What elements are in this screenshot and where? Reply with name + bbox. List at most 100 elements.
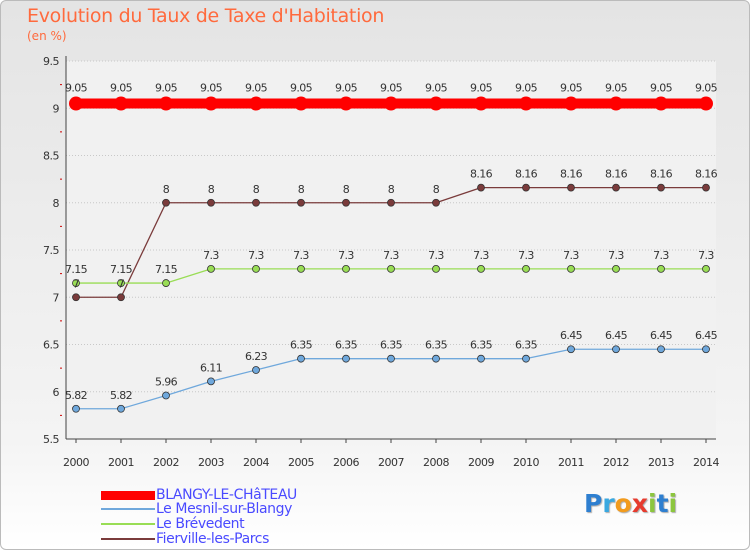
x-tick-label: 2006 [333,456,359,469]
data-label: 7.3 [473,249,489,262]
data-point [207,198,215,207]
legend-item: BLANGY-LE-CHâTEAU [101,487,297,503]
legend-swatch [101,538,155,540]
data-point [69,96,83,111]
data-point [474,96,488,111]
data-label: 7.15 [110,263,133,276]
x-tick-label: 2003 [198,456,224,469]
data-point [162,391,170,400]
data-label: 7.3 [383,249,399,262]
legend-label: Fierville-les-Parcs [156,531,269,547]
data-label: 6.45 [560,329,583,342]
data-point [342,198,350,207]
data-point [654,96,668,111]
data-point [612,183,620,192]
data-point [612,264,620,273]
legend-swatch [101,490,155,500]
data-label: 8 [208,183,215,196]
legend-swatch [101,523,155,525]
data-label: 7.3 [698,249,714,262]
y-tick-label: 7 [53,291,60,304]
data-point [432,198,440,207]
y-tick-label: 8.5 [43,150,59,163]
y-tick-label: 6.5 [43,339,59,352]
data-label: 9.05 [425,82,448,95]
data-label: 8 [388,183,395,196]
data-label: 6.35 [515,339,538,352]
y-tick-label: 9 [53,102,60,115]
data-point [387,264,395,273]
data-label: 5.96 [155,376,178,389]
data-label: 9.05 [155,82,178,95]
data-point [432,354,440,363]
data-label: 7.3 [248,249,264,262]
y-tick-label: 6 [53,386,60,399]
data-label: 5.82 [65,389,87,402]
data-point [339,96,353,111]
data-point [159,96,173,111]
data-label: 8 [343,183,350,196]
y-tick-label: 8 [53,197,60,210]
data-label: 6.23 [245,350,268,363]
data-label: 9.05 [695,82,718,95]
data-point [72,279,80,287]
data-label: 7.3 [563,249,579,262]
data-point [522,264,530,273]
x-tick-label: 2007 [378,456,404,469]
data-point [702,183,710,192]
data-label: 6.35 [290,339,313,352]
data-label: 7 [73,277,80,290]
data-label: 9.05 [110,82,133,95]
legend-swatch [101,508,155,510]
data-label: 9.05 [470,82,493,95]
data-label: 7.3 [293,249,309,262]
data-label: 9.05 [380,82,403,95]
data-label: 5.82 [110,389,132,402]
data-point [117,404,125,413]
data-label: 8.16 [470,168,493,181]
data-label: 9.05 [65,82,88,95]
x-tick-label: 2008 [423,456,449,469]
x-tick-label: 2005 [288,456,314,469]
logo-letter: t [656,489,669,518]
data-label: 7.3 [428,249,444,262]
x-tick-label: 2001 [108,456,134,469]
data-label: 7.3 [653,249,669,262]
data-label: 8.16 [695,168,718,181]
data-point [294,96,308,111]
logo-letter: r [602,489,615,518]
data-point [519,96,533,111]
data-label: 8 [298,183,305,196]
data-label: 6.35 [335,339,358,352]
data-point [657,264,665,273]
data-point [522,354,530,363]
logo-letter: i [668,489,678,518]
data-label: 9.05 [650,82,673,95]
data-point [567,183,575,192]
data-label: 8.16 [515,168,538,181]
data-point [162,279,170,287]
x-tick-label: 2013 [648,456,674,469]
data-point [567,345,575,354]
x-tick-label: 2014 [693,456,719,469]
data-point [207,377,215,386]
chart-subtitle: (en %) [27,29,67,43]
data-point [117,279,125,287]
data-label: 6.35 [380,339,403,352]
legend-item: Fierville-les-Parcs [101,531,269,547]
data-label: 7.3 [518,249,534,262]
data-label: 6.45 [650,329,673,342]
x-tick-label: 2000 [63,456,89,469]
data-point [207,264,215,273]
data-point [609,96,623,111]
data-point [429,96,443,111]
logo-letter: x [631,489,648,518]
data-point [477,264,485,273]
data-label: 8.16 [560,168,583,181]
logo-letter: i [648,489,657,518]
x-tick-label: 2011 [558,456,584,469]
legend-item: Le Brévedent [101,516,245,532]
data-point [657,183,665,192]
